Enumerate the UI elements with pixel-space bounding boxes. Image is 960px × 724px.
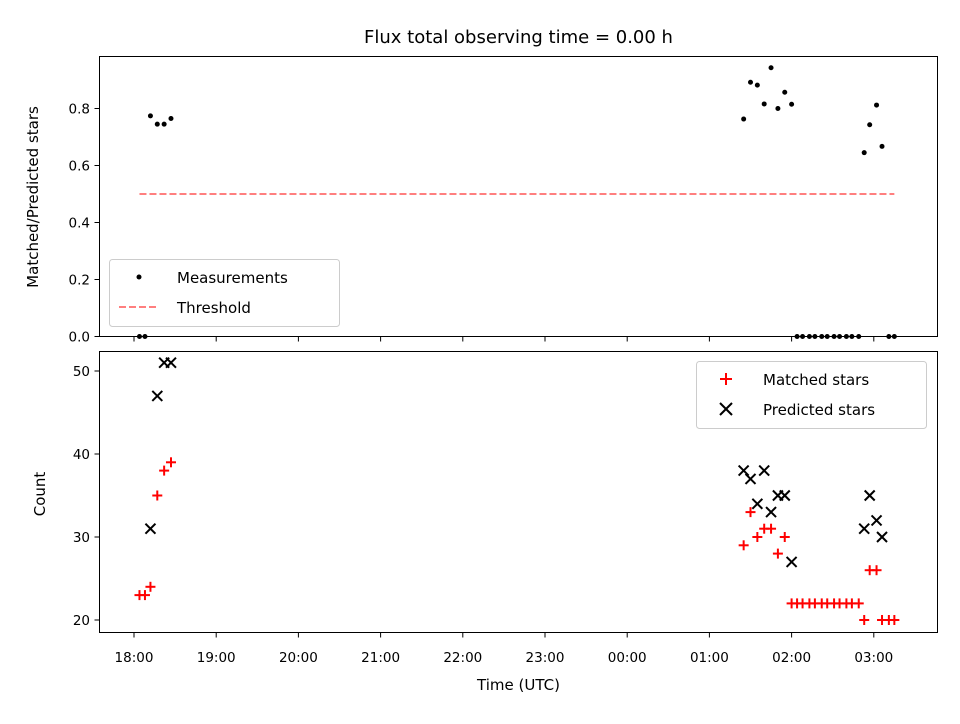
predicted-star-point-12 — [858, 522, 870, 535]
predicted-star-point-13 — [863, 489, 876, 502]
legend-marker-matched-stars — [720, 373, 732, 385]
matched-star-point-1 — [139, 590, 150, 601]
top-y-tick-label-3: 0.6 — [69, 159, 90, 175]
matched-star-point-6 — [738, 540, 749, 551]
measurement-point-25 — [861, 150, 867, 156]
top-y-axis: 0.0 0.2 0.4 0.6 0.8 — [69, 102, 100, 346]
predicted-star-point-7 — [758, 464, 770, 477]
predicted-star-point-14 — [870, 514, 883, 527]
predicted-star-point-0 — [144, 522, 157, 535]
top-legend-box — [109, 259, 340, 327]
measurement-point-27 — [874, 102, 880, 108]
bottom-y-axis-label: Count — [31, 472, 49, 517]
predicted-star-point-11 — [785, 556, 798, 568]
top-panel-frame — [99, 56, 938, 337]
matched-star-point-7 — [745, 507, 756, 518]
bottom-y-tick-label-3: 50 — [73, 364, 90, 380]
x-tick-label-9: 03:00 — [854, 650, 893, 666]
x-tick-label-0: 18:00 — [115, 650, 154, 666]
predicted-star-point-6 — [751, 498, 764, 510]
measurement-point-10 — [768, 65, 774, 71]
matched-star-point-8 — [752, 532, 763, 542]
measurement-point-13 — [789, 101, 795, 107]
bottom-y-tick-label-1: 30 — [73, 530, 90, 546]
measurement-point-5 — [168, 115, 174, 121]
x-tick-label-4: 22:00 — [443, 650, 482, 666]
top-y-axis-label: Matched/Predicted stars — [24, 106, 42, 288]
matched-star-point-11 — [772, 548, 783, 559]
measurement-point-2 — [147, 113, 153, 119]
matched-star-point-10 — [766, 523, 777, 534]
x-tick-label-8: 02:00 — [772, 650, 811, 666]
matched-star-point-27 — [871, 565, 882, 576]
bottom-legend: Matched stars Predicted stars — [696, 361, 927, 429]
predicted-star-point-4 — [737, 464, 750, 477]
top-panel: 0.00.20.40.60.8 Matched/Predicted stars … — [24, 56, 938, 346]
predicted-star-point-10 — [779, 489, 791, 502]
matched-star-point-2 — [145, 581, 156, 592]
measurement-point-8 — [754, 82, 760, 88]
measurement-point-4 — [161, 121, 167, 127]
predicted-star-point-3 — [165, 356, 177, 369]
predicted-star-point-1 — [151, 390, 163, 402]
chart-title: Flux total observing time = 0.00 h — [364, 27, 673, 48]
x-tick-label-7: 01:00 — [690, 650, 729, 666]
measurement-point-12 — [782, 89, 788, 95]
legend-marker-predicted-stars — [719, 402, 733, 416]
bottom-y-axis: 20 30 40 50 — [73, 364, 100, 629]
bottom-panel-marks — [134, 356, 900, 625]
measurement-point-26 — [867, 122, 873, 128]
matched-star-point-12 — [779, 532, 790, 542]
top-y-tick-label-0: 0.0 — [69, 330, 90, 346]
x-axis: 18:00 19:00 20:00 21:00 22:00 23:00 00:00 01:00… — [115, 632, 893, 666]
top-x-ticks — [133, 336, 875, 342]
bottom-y-tick-label-2: 40 — [73, 447, 90, 463]
top-legend: Measurements Threshold — [109, 259, 340, 327]
measurement-point-11 — [775, 106, 781, 111]
top-y-tick-label-1: 0.2 — [69, 273, 90, 289]
matched-star-point-4 — [159, 465, 170, 476]
bottom-panel: 20 30 40 50 18:00 19:00 20:00 21:00 22:00 23:00 0… — [31, 351, 938, 694]
measurement-point-28 — [879, 143, 885, 149]
x-tick-label-1: 19:00 — [197, 650, 236, 666]
bottom-y-tick-label-0: 20 — [73, 613, 90, 629]
legend-label-threshold: Threshold — [176, 299, 251, 317]
x-tick-label-3: 21:00 — [361, 650, 400, 666]
measurement-point-7 — [748, 79, 753, 85]
measurement-point-9 — [761, 101, 767, 107]
matched-star-point-5 — [165, 457, 176, 468]
measurement-point-6 — [741, 116, 747, 122]
legend-marker-measurements — [136, 274, 142, 280]
top-y-tick-label-4: 0.8 — [69, 102, 90, 118]
legend-label-measurements: Measurements — [177, 269, 288, 287]
matched-star-point-3 — [152, 490, 163, 501]
bottom-panel-frame — [99, 351, 938, 633]
predicted-star-point-8 — [765, 506, 777, 518]
bottom-legend-box — [696, 361, 927, 429]
matched-star-point-25 — [859, 615, 870, 625]
legend-label-matched-stars: Matched stars — [763, 371, 869, 389]
matched-star-point-24 — [853, 598, 864, 609]
x-tick-label-2: 20:00 — [279, 650, 318, 666]
matched-star-point-30 — [889, 615, 900, 625]
predicted-star-point-15 — [876, 531, 888, 543]
x-tick-label-6: 00:00 — [608, 650, 647, 666]
x-axis-label: Time (UTC) — [476, 676, 560, 694]
top-y-tick-label-2: 0.4 — [69, 216, 90, 232]
measurement-point-3 — [154, 121, 160, 127]
x-tick-label-5: 23:00 — [526, 650, 565, 666]
legend-label-predicted-stars: Predicted stars — [763, 401, 875, 419]
predicted-star-point-5 — [744, 473, 757, 485]
